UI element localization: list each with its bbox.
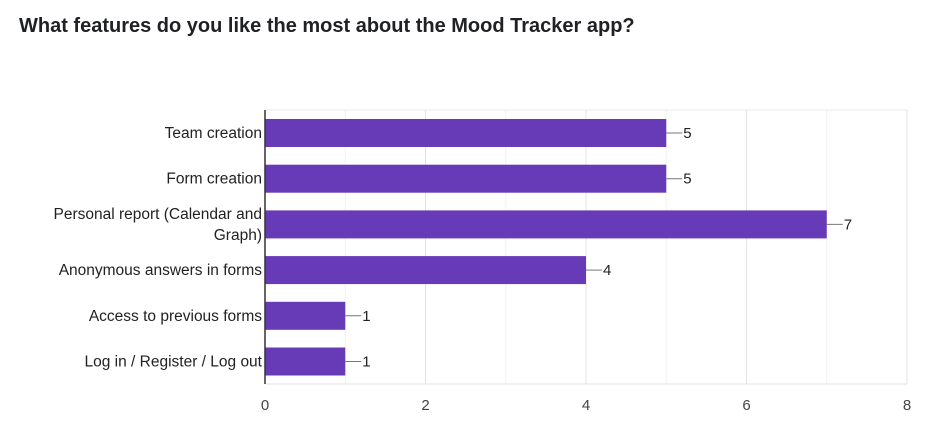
data-label: 5: [683, 125, 691, 142]
category-label: Access to previous forms: [89, 308, 262, 325]
x-tick-label: 4: [582, 397, 590, 414]
category-label: Log in / Register / Log out: [84, 354, 262, 371]
bar: [265, 119, 667, 147]
data-label: 5: [683, 171, 691, 188]
bar: [265, 164, 667, 193]
labels: 5 Team creation 5 Form creation 7 Personal re…: [53, 125, 911, 414]
data-label: 1: [362, 354, 370, 371]
bar: [265, 301, 346, 330]
category-label: Personal report (Calendar and: [53, 206, 262, 223]
category-label: Form creation: [166, 171, 262, 188]
chart-title: What features do you like the most about…: [19, 15, 635, 37]
category-label: Anonymous answers in forms: [59, 262, 263, 279]
gridlines: [265, 109, 908, 385]
x-tick-label: 0: [261, 397, 269, 414]
category-label: Team creation: [165, 125, 262, 142]
x-tick-label: 2: [421, 397, 429, 414]
bar: [265, 210, 827, 239]
data-label: 4: [603, 262, 611, 279]
category-label: Graph): [214, 227, 262, 244]
bar: [265, 347, 346, 376]
x-tick-label: 8: [903, 397, 911, 414]
data-label: 7: [844, 216, 852, 233]
data-label: 1: [362, 308, 370, 325]
bar: [265, 256, 586, 285]
bars: [265, 119, 843, 376]
x-tick-label: 6: [742, 397, 750, 414]
